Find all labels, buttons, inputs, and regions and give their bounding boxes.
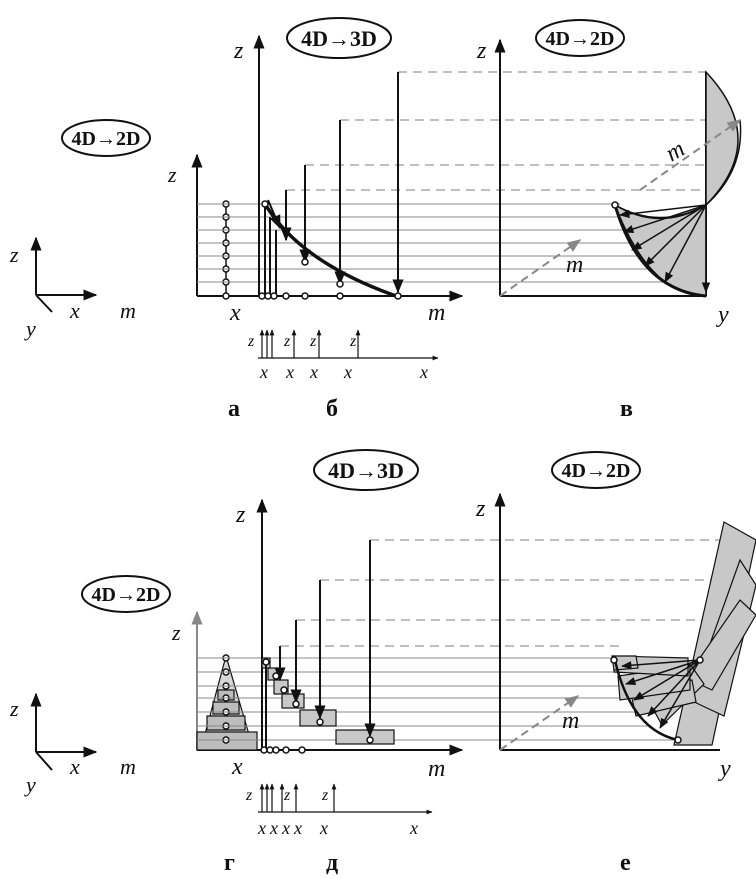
panel-f-curve	[612, 655, 679, 742]
panel-e-z-label: z	[235, 502, 246, 528]
panel-a-z-label: z	[167, 162, 177, 187]
panel-e-axes	[256, 498, 464, 756]
badge-4d2d-a: 4D→2D	[61, 119, 151, 157]
panel-letter-a: а	[228, 396, 240, 422]
panel-letter-d: г	[224, 850, 235, 876]
panel-e-steps	[261, 657, 395, 745]
axis-y-label-b: y	[24, 772, 36, 797]
panel-b-arrows	[264, 72, 404, 296]
panel-b-points	[258, 200, 402, 300]
panel-f-boxes	[611, 521, 756, 746]
svg-text:x: x	[319, 818, 328, 838]
svg-text:z: z	[283, 787, 291, 804]
axis-z-label: z	[9, 242, 19, 267]
panel-c-right-lobe	[705, 70, 739, 207]
panel-c-m-axis	[499, 119, 742, 297]
panel-f-rays	[620, 659, 701, 729]
svg-text:4D→2D: 4D→2D	[72, 128, 141, 150]
panel-f-axes	[494, 492, 720, 751]
badge-4d3d-b: 4D→3D	[286, 17, 392, 59]
svg-text:4D→2D: 4D→2D	[546, 28, 615, 50]
badge-4d3d-e: 4D→3D	[313, 449, 419, 491]
panel-e-m-label: m	[428, 756, 445, 782]
svg-text:z: z	[309, 333, 317, 350]
svg-text:x: x	[293, 818, 302, 838]
panel-letter-f: е	[620, 850, 631, 876]
svg-text:4D→2D: 4D→2D	[92, 584, 161, 606]
axis-z-label-b: z	[9, 696, 19, 721]
panel-c-m-label-2: m	[661, 136, 689, 167]
svg-text:4D→2D: 4D→2D	[562, 460, 631, 482]
mini-axis-bottom-labels: z z z x x x x x x	[245, 787, 418, 838]
svg-text:x: x	[409, 818, 418, 838]
panel-e-arrows	[265, 540, 376, 750]
panel-d-x-label: x	[231, 754, 243, 780]
panel-f-y-label: y	[718, 756, 731, 782]
svg-text:z: z	[283, 333, 291, 350]
panel-c-m-label: m	[566, 252, 583, 278]
axes-small-bottom	[30, 692, 98, 771]
svg-text:x: x	[419, 362, 428, 382]
svg-text:x: x	[285, 362, 294, 382]
svg-text:4D→3D: 4D→3D	[301, 26, 377, 51]
bottom-projection-lines	[197, 657, 675, 741]
panel-e-points	[260, 658, 374, 754]
axis-x-label-b: x	[69, 754, 80, 779]
mini-axis-top	[258, 329, 439, 361]
svg-text:z: z	[321, 787, 329, 804]
mini-axis-bottom	[258, 783, 433, 815]
panel-letter-b: б	[326, 396, 338, 422]
panel-c-y-label: y	[716, 302, 729, 328]
panel-f-m-axis	[499, 695, 580, 751]
svg-text:z: z	[247, 333, 255, 350]
panel-letter-e: д	[326, 850, 338, 876]
panel-b-m-label: m	[428, 300, 445, 326]
svg-text:z: z	[245, 787, 253, 804]
panel-d-z-label: z	[171, 620, 181, 645]
svg-text:z: z	[349, 333, 357, 350]
panel-b-z-label: z	[233, 38, 244, 64]
svg-text:x: x	[281, 818, 290, 838]
panel-a-point-column	[222, 200, 230, 300]
axis-m-label-b: m	[120, 754, 136, 779]
badge-4d2d-c: 4D→2D	[535, 19, 625, 57]
panel-f-points	[610, 656, 704, 744]
svg-text:x: x	[257, 818, 266, 838]
badge-4d2d-d: 4D→2D	[81, 575, 171, 613]
panel-a-axes	[191, 153, 262, 297]
axis-y-label: y	[24, 316, 36, 341]
top-dashed-guides	[286, 71, 706, 191]
axis-x-label: x	[69, 298, 80, 323]
svg-text:x: x	[269, 818, 278, 838]
panel-f-z-label: z	[475, 496, 486, 522]
panel-c-rays	[618, 204, 711, 294]
badge-4d2d-f: 4D→2D	[551, 451, 641, 489]
axis-m-label: m	[120, 298, 136, 323]
svg-text:x: x	[343, 362, 352, 382]
panel-b-x-label: x	[229, 300, 241, 326]
panel-letter-c: в	[620, 396, 633, 422]
svg-text:x: x	[309, 362, 318, 382]
svg-text:x: x	[259, 362, 268, 382]
panel-c-curve	[613, 204, 707, 298]
panel-f-m-label: m	[562, 708, 579, 734]
panel-c-point	[611, 201, 619, 209]
panel-b-axes	[253, 34, 464, 302]
axes-small-top	[30, 236, 98, 313]
svg-text:4D→3D: 4D→3D	[328, 458, 404, 483]
mini-axis-top-labels: z z z z x x x x x	[247, 333, 428, 382]
panel-c-z-label: z	[476, 38, 487, 64]
bottom-dashed-guides	[280, 539, 720, 647]
